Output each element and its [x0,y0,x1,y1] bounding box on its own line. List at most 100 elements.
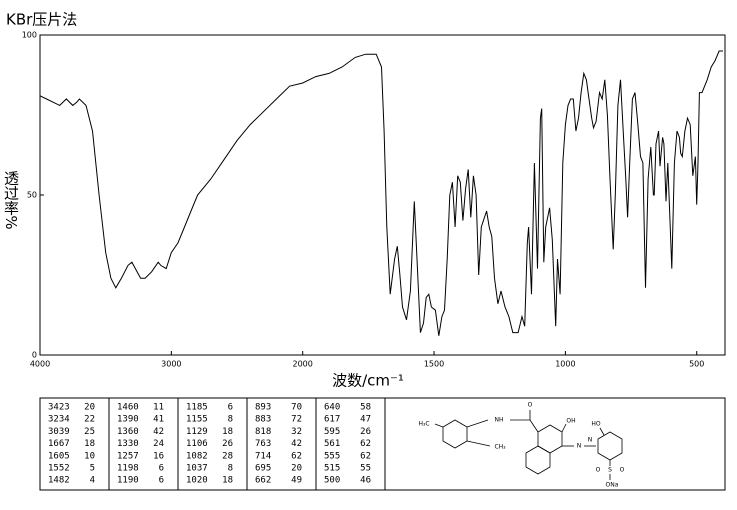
x-tick-label: 4000 [30,360,50,369]
peak-transmittance: 49 [291,476,302,486]
peak-transmittance: 4 [90,476,95,486]
structure-label: S [608,467,612,474]
peak-transmittance: 18 [222,476,233,486]
peak-transmittance: 42 [153,427,164,437]
x-tick-label: 2000 [293,360,313,369]
peak-wavenumber: 1460 [117,403,139,413]
peak-transmittance: 70 [291,403,302,413]
structure-label: HO [591,421,601,428]
peak-transmittance: 72 [291,415,302,425]
peak-transmittance: 26 [222,439,233,449]
peak-wavenumber: 561 [324,439,340,449]
peak-transmittance: 62 [291,451,302,461]
peak-transmittance: 11 [153,403,164,413]
peak-transmittance: 62 [360,451,371,461]
peak-wavenumber: 1605 [48,451,70,461]
table-frame [39,397,726,491]
peak-transmittance: 20 [291,464,302,474]
peak-transmittance: 6 [228,403,233,413]
peak-wavenumber: 640 [324,403,340,413]
peak-wavenumber: 1106 [186,439,208,449]
peak-wavenumber: 1082 [186,451,208,461]
structure-label: O [528,402,533,409]
peak-transmittance: 6 [159,464,164,474]
peak-transmittance: 32 [291,427,302,437]
peak-wavenumber: 3234 [48,415,70,425]
peak-wavenumber: 883 [255,415,271,425]
peak-wavenumber: 1360 [117,427,139,437]
structure-label: O [596,467,601,474]
x-tick-label: 3000 [161,360,181,369]
x-tick-label: 1500 [424,360,444,369]
peak-transmittance: 8 [228,464,233,474]
peak-wavenumber: 1037 [186,464,208,474]
peak-wavenumber: 695 [255,464,271,474]
peak-wavenumber: 3423 [48,403,70,413]
peak-transmittance: 41 [153,415,164,425]
peak-wavenumber: 818 [255,427,271,437]
peak-wavenumber: 1482 [48,476,70,486]
peak-transmittance: 55 [360,464,371,474]
structure [434,410,623,480]
peak-transmittance: 20 [84,403,95,413]
peak-transmittance: 18 [84,439,95,449]
structure-label: ONa [606,482,619,489]
peak-wavenumber: 714 [255,451,271,461]
peak-transmittance: 10 [84,451,95,461]
peak-transmittance: 58 [360,403,371,413]
structure-label: H₃C [418,421,429,428]
y-tick-label: 0 [32,351,37,360]
peak-wavenumber: 1020 [186,476,208,486]
peak-wavenumber: 1257 [117,451,139,461]
peak-wavenumber: 893 [255,403,271,413]
peak-wavenumber: 555 [324,451,340,461]
peak-transmittance: 24 [153,439,164,449]
peak-transmittance: 26 [360,427,371,437]
peak-wavenumber: 1155 [186,415,208,425]
structure-label: N [588,437,593,444]
peak-transmittance: 46 [360,476,371,486]
peak-wavenumber: 1129 [186,427,208,437]
peak-wavenumber: 1185 [186,403,208,413]
ring [537,424,563,454]
peak-wavenumber: 500 [324,476,340,486]
peak-wavenumber: 1667 [48,439,70,449]
x-axis-label: 波数/cm⁻¹ [332,372,404,390]
peak-wavenumber: 3039 [48,427,70,437]
bond [599,427,605,436]
ring [442,419,468,449]
peak-transmittance: 25 [84,427,95,437]
peak-wavenumber: 763 [255,439,271,449]
spectrum-line [39,50,723,336]
x-tick-label: 500 [689,360,704,369]
peak-wavenumber: 662 [255,476,271,486]
structure-label: O [620,467,625,474]
peak-wavenumber: 1390 [117,415,139,425]
y-axis-label: 透过率% [2,170,20,229]
y-tick-label: 100 [22,31,37,40]
peak-transmittance: 18 [222,427,233,437]
ring [597,431,623,461]
peak-transmittance: 47 [360,415,371,425]
peak-transmittance: 22 [84,415,95,425]
peak-wavenumber: 1552 [48,464,70,474]
peak-transmittance: 62 [360,439,371,449]
peak-wavenumber: 1190 [117,476,139,486]
y-tick-label: 50 [27,191,37,200]
bond [466,419,489,428]
bond [561,423,567,433]
peak-wavenumber: 595 [324,427,340,437]
structure-label: CH₃ [494,444,506,451]
peak-wavenumber: 515 [324,464,340,474]
peak-transmittance: 5 [90,464,95,474]
peak-wavenumber: 1330 [117,439,139,449]
bond [529,419,539,433]
bond [434,423,444,428]
bond [466,440,491,447]
ring [525,445,551,475]
structure-label: NH [495,417,504,424]
peak-wavenumber: 617 [324,415,340,425]
peak-transmittance: 42 [291,439,302,449]
peak-transmittance: 16 [153,451,164,461]
